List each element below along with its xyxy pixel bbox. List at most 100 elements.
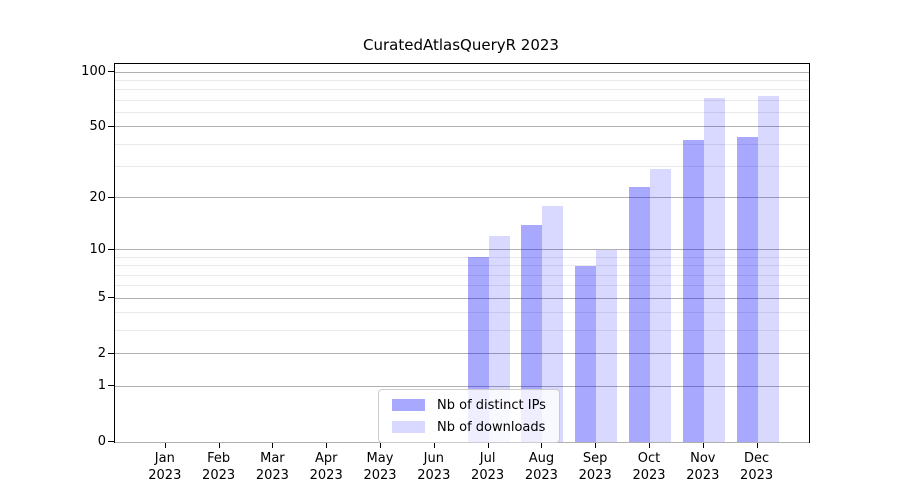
y-tick-label: 20 — [89, 189, 106, 205]
y-tick — [108, 441, 114, 442]
plot-area — [114, 63, 810, 443]
y-gridline-major — [115, 249, 809, 251]
y-tick-label: 2 — [97, 345, 106, 361]
x-tick — [756, 443, 758, 448]
x-tick-label-month: Jul — [479, 451, 496, 466]
y-tick-label: 1 — [97, 378, 106, 394]
x-tick-label-year: 2023 — [202, 468, 236, 483]
x-tick-label: Oct 2023 — [619, 450, 679, 484]
x-tick — [487, 443, 489, 448]
y-gridline-minor — [115, 143, 809, 145]
x-tick-label-year: 2023 — [524, 468, 558, 483]
y-gridline-major — [115, 353, 809, 355]
legend-label-distinct-ips: Nb of distinct IPs — [437, 397, 546, 413]
bar-distinct-ips-sep-2023 — [575, 265, 597, 442]
x-tick-label-month: Jan — [154, 451, 175, 466]
legend-item-downloads: Nb of downloads — [392, 418, 546, 436]
x-tick-label-year: 2023 — [363, 468, 397, 483]
x-tick-label-month: Mar — [260, 451, 285, 466]
y-tick — [108, 71, 114, 72]
x-tick-label: Jul 2023 — [458, 450, 518, 484]
y-gridline-minor — [115, 265, 809, 267]
y-gridline-minor — [115, 256, 809, 258]
x-tick-label: Aug 2023 — [511, 450, 571, 484]
x-tick-label: Apr 2023 — [296, 450, 356, 484]
y-tick-label: 10 — [89, 241, 106, 257]
bar-downloads-oct-2023 — [650, 169, 671, 442]
y-tick — [108, 352, 114, 354]
y-gridline-major — [115, 126, 809, 128]
x-tick-label-year: 2023 — [148, 468, 182, 483]
bar-distinct-ips-nov-2023 — [682, 140, 704, 442]
x-tick-label-year: 2023 — [255, 468, 289, 483]
x-tick-label: Sep 2023 — [565, 450, 625, 484]
x-tick-label: Mar 2023 — [242, 450, 302, 484]
y-tick-label: 100 — [81, 64, 106, 79]
x-tick — [433, 443, 435, 448]
x-tick — [649, 443, 650, 448]
y-gridline-major — [115, 71, 809, 73]
x-tick-label: May 2023 — [350, 450, 410, 484]
x-tick-label-year: 2023 — [632, 468, 666, 483]
x-tick — [164, 443, 166, 448]
x-tick-label-year: 2023 — [578, 468, 612, 483]
legend-label-downloads: Nb of downloads — [437, 419, 546, 435]
y-gridline-minor — [115, 79, 809, 81]
y-gridline-major — [115, 197, 809, 199]
y-tick — [108, 297, 114, 299]
y-tick — [108, 125, 114, 127]
bar-distinct-ips-aug-2023 — [521, 224, 543, 442]
bar-downloads-nov-2023 — [703, 98, 725, 442]
y-gridline-major — [115, 385, 809, 387]
x-tick-label: Nov 2023 — [673, 450, 733, 484]
x-tick-label-month: Dec — [744, 451, 770, 466]
x-tick — [541, 443, 543, 448]
y-tick-label: 0 — [97, 434, 106, 449]
legend-swatch-downloads — [392, 421, 425, 433]
x-tick-label-month: Jun — [423, 451, 444, 466]
x-tick — [595, 443, 597, 448]
bar-downloads-dec-2023 — [757, 95, 779, 442]
x-tick-label-month: Feb — [207, 451, 231, 466]
x-tick-label-month: Aug — [528, 451, 555, 466]
y-gridline-major — [115, 297, 809, 299]
bar-downloads-sep-2023 — [596, 249, 618, 442]
x-tick-label: Dec 2023 — [727, 450, 787, 484]
bar-distinct-ips-dec-2023 — [736, 136, 758, 442]
legend-item-distinct-ips: Nb of distinct IPs — [392, 396, 546, 414]
bar-distinct-ips-oct-2023 — [629, 187, 650, 442]
x-tick-label-month: Oct — [637, 451, 661, 466]
y-gridline-minor — [115, 89, 809, 91]
y-gridline-minor — [115, 285, 809, 287]
y-tick-label: 5 — [97, 290, 106, 306]
chart-title: CuratedAtlasQueryR 2023 — [363, 36, 559, 54]
y-gridline-minor — [115, 99, 809, 101]
y-gridline-minor — [115, 166, 809, 168]
legend-swatch-distinct-ips — [392, 399, 425, 411]
x-tick — [218, 443, 220, 448]
bar-downloads-aug-2023 — [542, 205, 564, 442]
x-tick-label-month: Nov — [690, 451, 716, 466]
x-tick-label: Jun 2023 — [404, 450, 464, 484]
y-gridline-minor — [115, 312, 809, 314]
x-tick-label: Jan 2023 — [135, 450, 195, 484]
x-tick-label-year: 2023 — [740, 468, 774, 483]
y-tick — [108, 248, 114, 250]
y-gridline-minor — [115, 274, 809, 276]
x-tick-label: Feb 2023 — [189, 450, 249, 484]
x-tick — [702, 443, 704, 448]
x-tick-label-month: Sep — [582, 451, 608, 466]
x-tick-label-month: Apr — [314, 451, 338, 466]
y-gridline-minor — [115, 111, 809, 113]
y-tick — [108, 385, 114, 387]
x-tick-label-year: 2023 — [471, 468, 505, 483]
y-tick-label: 50 — [89, 118, 106, 134]
x-tick-label-year: 2023 — [309, 468, 343, 483]
legend: Nb of distinct IPs Nb of downloads — [378, 389, 560, 443]
x-tick — [272, 443, 274, 448]
x-tick — [380, 443, 381, 448]
x-tick-label-year: 2023 — [417, 468, 451, 483]
x-tick — [326, 443, 328, 448]
y-tick — [108, 196, 114, 198]
